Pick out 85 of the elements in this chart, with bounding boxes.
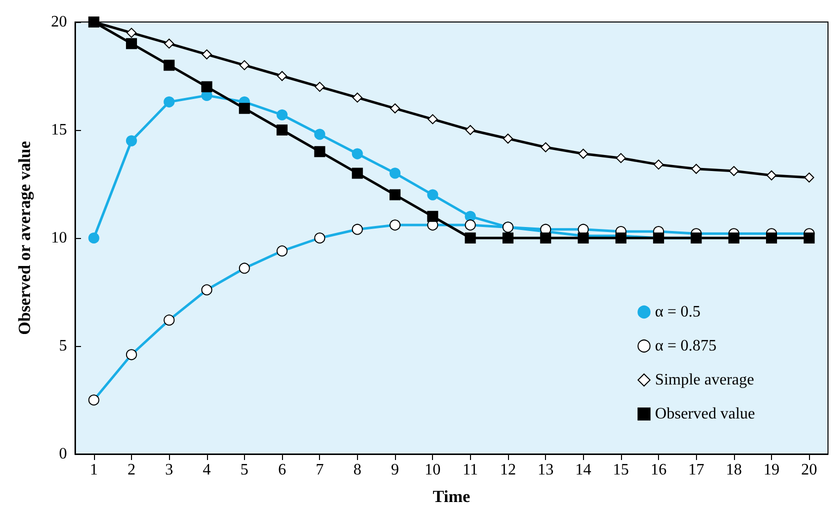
point bbox=[428, 114, 438, 124]
legend-label: α = 0.5 bbox=[655, 304, 700, 320]
y-tick-label: 20 bbox=[51, 14, 67, 30]
point bbox=[239, 60, 250, 70]
x-tick-label: 3 bbox=[165, 462, 174, 478]
legend-label: α = 0.875 bbox=[655, 338, 716, 354]
x-tick-label: 7 bbox=[316, 462, 324, 478]
x-tick-label: 18 bbox=[726, 462, 742, 478]
point bbox=[804, 172, 814, 183]
point bbox=[164, 60, 175, 71]
point bbox=[691, 164, 702, 174]
point bbox=[126, 135, 137, 146]
point bbox=[540, 142, 551, 152]
y-axis-title: Observed or average value bbox=[15, 140, 34, 335]
point bbox=[352, 168, 363, 179]
point bbox=[728, 232, 740, 244]
point bbox=[164, 314, 175, 326]
legend-label: Observed value bbox=[655, 406, 756, 422]
point bbox=[465, 125, 476, 135]
y-tick-label: 15 bbox=[51, 122, 67, 138]
point bbox=[616, 153, 626, 164]
point bbox=[276, 245, 288, 256]
point bbox=[464, 220, 476, 231]
point bbox=[238, 102, 250, 114]
point bbox=[277, 71, 288, 81]
x-tick-label: 19 bbox=[764, 462, 780, 478]
x-tick-label: 5 bbox=[240, 462, 248, 478]
point bbox=[126, 349, 137, 360]
point bbox=[314, 146, 326, 158]
x-tick-label: 14 bbox=[575, 462, 592, 478]
point bbox=[766, 170, 777, 180]
point bbox=[578, 232, 589, 244]
point bbox=[238, 262, 250, 274]
point bbox=[201, 284, 212, 296]
x-tick-label: 15 bbox=[612, 462, 629, 478]
x-tick-label: 8 bbox=[353, 462, 362, 478]
x-axis-title: Time bbox=[432, 487, 471, 506]
point bbox=[314, 82, 325, 92]
x-tick-label: 11 bbox=[462, 462, 478, 478]
y-tick-label: 10 bbox=[51, 230, 67, 246]
point bbox=[654, 160, 664, 170]
point bbox=[352, 148, 363, 160]
point bbox=[352, 224, 363, 235]
x-tick-label: 13 bbox=[538, 462, 554, 478]
point bbox=[540, 232, 552, 244]
x-tick-label: 16 bbox=[650, 462, 667, 478]
point bbox=[126, 28, 136, 38]
y-tick-label: 0 bbox=[59, 446, 67, 462]
x-tick-label: 4 bbox=[202, 462, 211, 478]
point bbox=[88, 394, 100, 406]
legend-label: Simple average bbox=[655, 372, 754, 388]
point bbox=[314, 232, 326, 244]
x-tick-label: 10 bbox=[424, 462, 441, 478]
point bbox=[502, 134, 513, 144]
x-tick-label: 6 bbox=[278, 462, 286, 478]
x-tick-label: 9 bbox=[391, 462, 400, 478]
point bbox=[202, 49, 212, 60]
point bbox=[502, 232, 514, 244]
point bbox=[615, 232, 626, 244]
point bbox=[766, 232, 778, 244]
point bbox=[728, 166, 739, 176]
point bbox=[276, 109, 288, 120]
point bbox=[390, 168, 401, 179]
point bbox=[390, 189, 401, 200]
point bbox=[164, 38, 174, 49]
point bbox=[804, 232, 815, 244]
point bbox=[390, 220, 401, 231]
point bbox=[164, 96, 175, 108]
point bbox=[314, 128, 326, 140]
x-tick-label: 20 bbox=[801, 462, 818, 478]
x-tick-label: 12 bbox=[500, 462, 516, 478]
point bbox=[427, 189, 438, 200]
x-tick-label: 2 bbox=[127, 462, 136, 478]
x-tick-label: 17 bbox=[688, 462, 704, 478]
point bbox=[276, 124, 288, 136]
point bbox=[126, 38, 137, 50]
point bbox=[352, 92, 362, 103]
point bbox=[464, 232, 476, 244]
x-tick-label: 1 bbox=[90, 462, 98, 478]
point bbox=[201, 81, 212, 92]
point bbox=[390, 103, 400, 114]
point bbox=[578, 148, 588, 159]
point bbox=[427, 210, 438, 222]
point bbox=[88, 232, 100, 244]
y-tick-label: 5 bbox=[59, 338, 67, 354]
